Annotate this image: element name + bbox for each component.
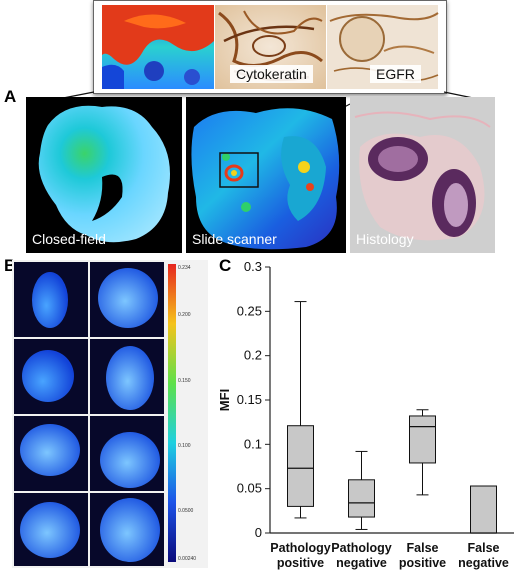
- slide-scanner-image: Slide scanner: [186, 97, 346, 253]
- panel-c-letter: C: [219, 256, 232, 275]
- y-tick-label: 0.15: [237, 392, 262, 407]
- category-label: positive: [277, 556, 324, 570]
- y-tick-label: 0.3: [244, 259, 262, 274]
- y-tick-label: 0.1: [244, 436, 262, 451]
- cytokeratin-label: Cytokeratin: [230, 65, 313, 83]
- colorbar-tick: 0.200: [178, 312, 191, 318]
- iqr-box: [470, 485, 497, 534]
- heatmap-inset-image: [102, 5, 214, 89]
- iqr-box: [287, 425, 314, 507]
- slide-scanner-label: Slide scanner: [192, 231, 277, 247]
- fluorescence-grid: 0.234 0.200 0.150 0.100 0.0500 0.00240: [12, 260, 208, 568]
- colorbar: [168, 264, 176, 562]
- closed-field-image: Closed-field: [26, 97, 182, 253]
- box-plot-box: [287, 301, 314, 519]
- inset-strip: Cytokeratin EGFR: [93, 0, 447, 94]
- closed-field-label: Closed-field: [32, 231, 106, 247]
- category-label: False: [468, 541, 500, 555]
- colorbar-tick: 0.234: [178, 265, 191, 271]
- tile-grid: [14, 262, 164, 566]
- iqr-box: [348, 479, 375, 518]
- box-plot-box: [348, 450, 375, 530]
- y-tick-label: 0: [255, 525, 262, 540]
- category-label: negative: [336, 556, 387, 570]
- colorbar-tick: 0.0500: [178, 508, 194, 514]
- histology-image: Histology: [350, 97, 495, 253]
- colorbar-tick: 0.00240: [178, 556, 196, 562]
- category-label: negative: [458, 556, 509, 570]
- category-label: positive: [399, 556, 446, 570]
- y-tick-label: 0.05: [237, 481, 262, 496]
- histology-label: Histology: [356, 231, 414, 247]
- colorbar-tick: 0.100: [178, 443, 191, 449]
- egfr-label: EGFR: [370, 65, 421, 83]
- iqr-box: [409, 415, 436, 464]
- y-tick-label: 0.25: [237, 303, 262, 318]
- colorbar-tick: 0.150: [178, 378, 191, 384]
- y-axis-label: MFI: [217, 389, 232, 411]
- category-label: False: [407, 541, 439, 555]
- category-label: Pathology: [331, 541, 391, 555]
- category-label: Pathology: [270, 541, 330, 555]
- box-plot-box: [470, 485, 497, 534]
- panel-a-letter: A: [4, 87, 17, 106]
- box-plot-box: [409, 409, 436, 496]
- y-tick-label: 0.2: [244, 348, 262, 363]
